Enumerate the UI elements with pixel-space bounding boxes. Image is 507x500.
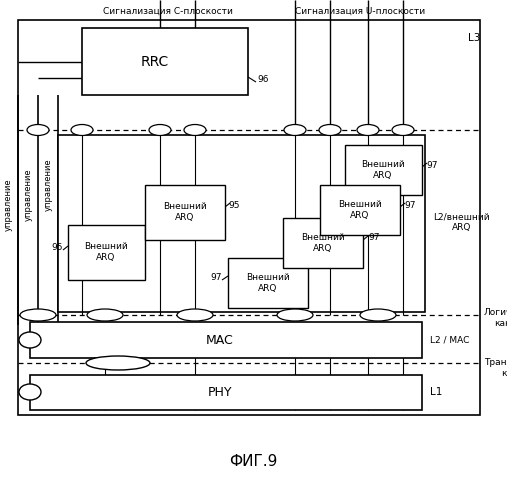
Text: Внешний
ARQ: Внешний ARQ (361, 160, 405, 180)
Ellipse shape (20, 309, 56, 321)
Text: L2/внешний
ARQ: L2/внешний ARQ (433, 212, 490, 232)
Text: Сигнализация С-плоскости: Сигнализация С-плоскости (103, 6, 233, 16)
Text: 97: 97 (210, 274, 222, 282)
Bar (68, 225, 145, 280)
Ellipse shape (149, 124, 171, 136)
Text: L2 / MAC: L2 / MAC (430, 336, 469, 344)
Ellipse shape (357, 124, 379, 136)
Text: 97: 97 (426, 160, 438, 170)
Ellipse shape (86, 356, 150, 370)
Ellipse shape (19, 332, 41, 348)
Bar (145, 185, 225, 240)
Bar (320, 185, 400, 235)
Text: Транспортные
каналы: Транспортные каналы (484, 358, 507, 378)
Text: Внешний
ARQ: Внешний ARQ (246, 274, 290, 292)
Ellipse shape (177, 309, 213, 321)
Bar (283, 218, 363, 268)
Text: L3: L3 (468, 33, 480, 43)
Text: Внешний
ARQ: Внешний ARQ (301, 234, 345, 252)
Text: ФИГ.9: ФИГ.9 (229, 454, 277, 469)
Bar (30, 322, 422, 358)
Ellipse shape (360, 309, 396, 321)
Text: Внешний
ARQ: Внешний ARQ (338, 200, 382, 220)
Text: RRC: RRC (141, 55, 169, 69)
Text: Внешний
ARQ: Внешний ARQ (84, 242, 128, 262)
Text: 95: 95 (228, 200, 239, 209)
Text: управление: управление (4, 178, 13, 232)
Bar (82, 28, 248, 95)
Bar (30, 375, 422, 410)
Bar (18, 20, 480, 415)
Ellipse shape (27, 124, 49, 136)
Ellipse shape (184, 124, 206, 136)
Text: 97: 97 (404, 200, 416, 209)
Text: L1: L1 (430, 387, 443, 397)
Ellipse shape (19, 384, 41, 400)
Ellipse shape (277, 309, 313, 321)
Text: PHY: PHY (208, 386, 232, 398)
Ellipse shape (392, 124, 414, 136)
Text: 97: 97 (368, 234, 380, 242)
Bar (58, 135, 425, 312)
Ellipse shape (87, 309, 123, 321)
Ellipse shape (319, 124, 341, 136)
Text: управление: управление (23, 168, 32, 222)
Text: Логические
каналы: Логические каналы (484, 308, 507, 328)
Text: Внешний
ARQ: Внешний ARQ (163, 202, 207, 222)
Ellipse shape (284, 124, 306, 136)
Text: 96: 96 (257, 76, 269, 84)
Text: 95: 95 (52, 244, 63, 252)
Ellipse shape (71, 124, 93, 136)
Bar (228, 258, 308, 308)
Text: MAC: MAC (206, 334, 234, 346)
Text: Сигнализация U-плоскости: Сигнализация U-плоскости (295, 6, 425, 16)
Text: управление: управление (44, 158, 53, 212)
Bar (345, 145, 422, 195)
